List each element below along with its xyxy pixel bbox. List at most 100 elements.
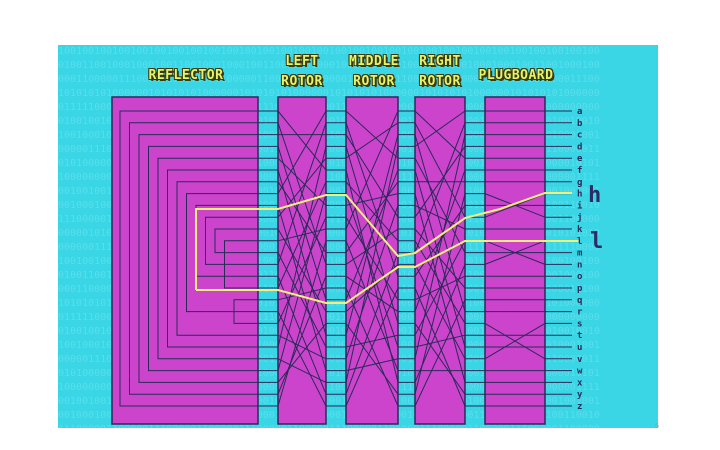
right-rotor-wire xyxy=(414,134,466,359)
alphabet-letter-n: n xyxy=(577,260,582,270)
left-rotor-wire xyxy=(277,358,327,383)
middle-rotor-wire xyxy=(345,216,399,301)
alphabet-letter-m: m xyxy=(577,249,583,259)
middle-rotor-box xyxy=(345,96,399,425)
middle-rotor-wire xyxy=(345,181,399,242)
right-rotor-wire xyxy=(414,193,466,395)
left-rotor-wire xyxy=(277,323,327,383)
middle-rotor-wire xyxy=(345,193,399,348)
alphabet-letter-e: e xyxy=(577,154,583,164)
middle-rotor-wire xyxy=(345,323,399,395)
middle-rotor-wire xyxy=(345,110,399,230)
right-rotor-wire xyxy=(414,334,466,348)
plugboard-wire xyxy=(484,193,546,218)
plugboard-header: PLUGBOARD xyxy=(470,66,562,86)
reflector-wire xyxy=(119,110,258,407)
left-rotor-wire xyxy=(277,228,327,242)
middle-rotor-wire xyxy=(345,181,399,253)
left-rotor-wire xyxy=(277,146,327,300)
reflector-wire xyxy=(214,228,258,254)
right-rotor-wire xyxy=(414,205,466,277)
alphabet-letter-y: y xyxy=(577,390,583,400)
reflector-wire xyxy=(167,169,258,348)
middle-rotor-wire xyxy=(345,228,399,265)
right-rotor-wire xyxy=(414,169,466,348)
reflector-header: REFLECTOR xyxy=(130,66,242,86)
alphabet-letter-z: z xyxy=(577,402,582,412)
alphabet-letter-o: o xyxy=(577,272,582,282)
alphabet-letter-c: c xyxy=(577,131,582,141)
left-rotor-wire xyxy=(277,169,327,336)
right-rotor-header: RIGHT ROTOR xyxy=(406,52,474,92)
alphabet-letter-v: v xyxy=(577,355,583,365)
connector-stubs xyxy=(258,110,572,407)
right-rotor-wire xyxy=(414,157,466,253)
left-rotor-wire xyxy=(277,110,327,194)
right-rotor-header-line2: ROTOR xyxy=(419,74,461,89)
left-rotor-wire xyxy=(277,334,327,360)
middle-rotor-wire xyxy=(345,252,399,395)
page-number: 5 xyxy=(655,423,659,430)
right-rotor-wire xyxy=(414,264,466,360)
input-letter: h xyxy=(588,183,601,208)
left-rotor-wire xyxy=(277,276,327,395)
plugboard-wire xyxy=(484,322,546,360)
alphabet-letter-p: p xyxy=(577,284,583,294)
right-rotor-wire xyxy=(414,134,466,312)
reflector-wire xyxy=(233,299,258,324)
output-letter: l xyxy=(590,229,603,254)
alphabet-letter-j: j xyxy=(577,212,582,223)
left-rotor-wire xyxy=(277,240,327,407)
reflector-header-line1: REFLECTOR xyxy=(148,68,224,83)
right-rotor-wire xyxy=(414,323,466,395)
alphabet-letter-f: f xyxy=(577,166,582,176)
internal-wires xyxy=(119,110,546,407)
left-rotor-wire xyxy=(277,110,327,171)
right-rotor-wire xyxy=(414,122,466,253)
middle-rotor-header-line1: MIDDLE xyxy=(349,54,399,69)
reflector-wire xyxy=(186,193,258,313)
right-rotor-wire xyxy=(414,287,466,407)
alphabet-letter-l: l xyxy=(577,237,582,247)
alphabet-letter-q: q xyxy=(577,296,582,306)
alphabet-letter-a: a xyxy=(577,107,582,117)
plugboard-wire xyxy=(484,240,546,265)
alphabet-letter-h: h xyxy=(577,190,582,200)
alphabet-letter-i: i xyxy=(577,200,583,211)
alphabet-letter-b: b xyxy=(577,119,583,129)
alphabet-letter-r: r xyxy=(577,308,583,318)
signal-path xyxy=(195,192,580,304)
middle-rotor-wire xyxy=(345,275,399,313)
right-rotor-wire xyxy=(414,204,466,230)
right-rotor-wire xyxy=(414,264,466,383)
alphabet-letter-x: x xyxy=(577,378,583,388)
reflector-wire xyxy=(205,216,258,265)
right-rotor-header-line1: RIGHT xyxy=(419,54,461,69)
middle-rotor-wire xyxy=(345,334,399,348)
plugboard-header-line1: PLUGBOARD xyxy=(478,68,554,83)
signal-path-inbound xyxy=(195,192,572,290)
middle-rotor-wire xyxy=(345,358,399,372)
right-rotor-wire xyxy=(414,193,466,383)
component-boxes xyxy=(111,96,546,425)
alphabet-letter-w: w xyxy=(577,367,583,377)
reflector-wire xyxy=(176,181,258,336)
reflector-wire xyxy=(157,157,258,360)
reflector-box xyxy=(111,96,259,425)
alphabet-letter-d: d xyxy=(577,142,582,152)
left-rotor-wire xyxy=(277,122,327,265)
left-rotor-wire xyxy=(277,311,327,407)
middle-rotor-wire xyxy=(345,110,399,159)
reflector-wire xyxy=(148,145,258,372)
alphabet-letter-k: k xyxy=(577,225,583,235)
right-rotor-box xyxy=(414,96,466,425)
left-rotor-wire xyxy=(277,205,327,371)
left-rotor-box xyxy=(277,96,327,425)
right-rotor-wire xyxy=(414,110,466,159)
alphabet-letter-u: u xyxy=(577,343,582,353)
alphabet-letter-g: g xyxy=(577,178,582,188)
left-rotor-wire xyxy=(277,228,327,312)
middle-rotor-wire xyxy=(345,122,399,159)
